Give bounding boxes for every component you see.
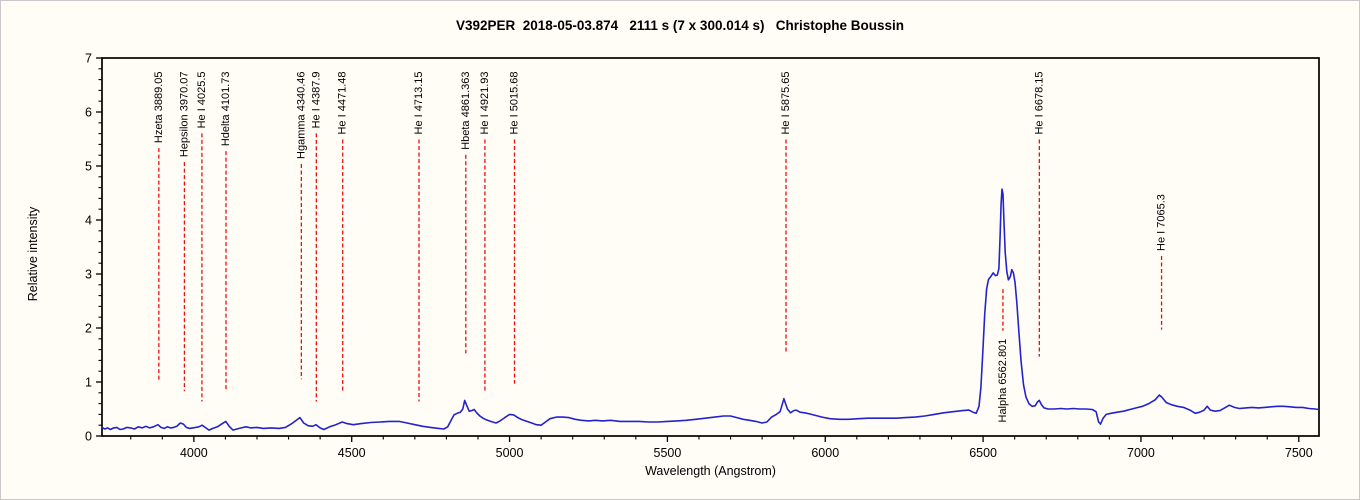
spectral-line-marker: He I 5875.65	[780, 72, 792, 352]
x-tick-label: 4500	[338, 446, 366, 460]
y-tick-label: 6	[85, 106, 92, 120]
x-tick-label: 7500	[1285, 446, 1313, 460]
spectral-line-marker: Hepsilon 3970.07	[178, 72, 190, 392]
x-tick-label: 5500	[654, 446, 682, 460]
spectral-line-label: He I 4387.9	[310, 72, 322, 129]
spectral-line-label: He I 5015.68	[509, 72, 521, 135]
spectral-line-marker: He I 4387.9	[310, 72, 322, 402]
x-tick-label: 5000	[496, 446, 524, 460]
y-tick-label: 3	[85, 268, 92, 282]
y-tick-label: 2	[85, 322, 92, 336]
plot-frame	[101, 57, 1320, 437]
spectral-line-marker: Hgamma 4340.46	[295, 72, 307, 380]
x-tick-label: 6000	[811, 446, 839, 460]
spectral-line-marker: He I 4025.5	[196, 72, 208, 402]
spectral-line-marker: Hbeta 4861.363	[460, 71, 472, 354]
spectral-line-label: Hzeta 3889.05	[153, 72, 165, 144]
spectral-line-marker: He I 5015.68	[509, 72, 521, 384]
spectral-line-marker: He I 4713.15	[413, 72, 425, 402]
y-tick-label: 5	[85, 160, 92, 174]
y-tick-label: 7	[85, 52, 92, 66]
x-tick-label: 6500	[969, 446, 997, 460]
x-axis-title: Wavelength (Angstrom)	[645, 464, 776, 478]
y-tick-label: 4	[85, 214, 92, 228]
spectral-line-label: Hdelta 4101.73	[220, 72, 232, 147]
spectral-line-label: Hepsilon 3970.07	[178, 72, 190, 158]
spectral-line-label: He I 4471.48	[337, 72, 349, 135]
spectral-line-marker: Hdelta 4101.73	[220, 72, 232, 392]
spectral-line-label: Halpha 6562.801	[997, 339, 1009, 423]
x-tick-label: 7000	[1127, 446, 1155, 460]
spectral-line-label: He I 4713.15	[413, 72, 425, 135]
y-tick-label: 0	[85, 430, 92, 444]
spectral-line-label: He I 4025.5	[196, 72, 208, 129]
x-tick-label: 4000	[180, 446, 208, 460]
spectral-line-marker: He I 7065.3	[1156, 194, 1168, 330]
y-axis-title: Relative intensity	[26, 206, 40, 302]
spectral-line-marker: He I 6678.15	[1033, 72, 1045, 357]
chart-title: V392PER 2018-05-03.874 2111 s (7 x 300.0…	[456, 18, 904, 33]
spectral-line-marker: He I 4471.48	[337, 72, 349, 392]
spectral-line-label: He I 5875.65	[780, 72, 792, 135]
spectral-line-label: Hgamma 4340.46	[295, 72, 307, 159]
spectrum-line	[101, 188, 1320, 431]
spectral-line-label: Hbeta 4861.363	[460, 71, 472, 149]
spectral-line-marker: Halpha 6562.801	[997, 289, 1009, 422]
y-tick-label: 1	[85, 376, 92, 390]
spectral-line-label: He I 7065.3	[1156, 194, 1168, 251]
spectral-line-label: He I 4921.93	[479, 72, 491, 135]
spectral-line-marker: Hzeta 3889.05	[153, 72, 165, 381]
spectral-line-label: He I 6678.15	[1033, 72, 1045, 135]
spectral-line-marker: He I 4921.93	[479, 72, 491, 392]
